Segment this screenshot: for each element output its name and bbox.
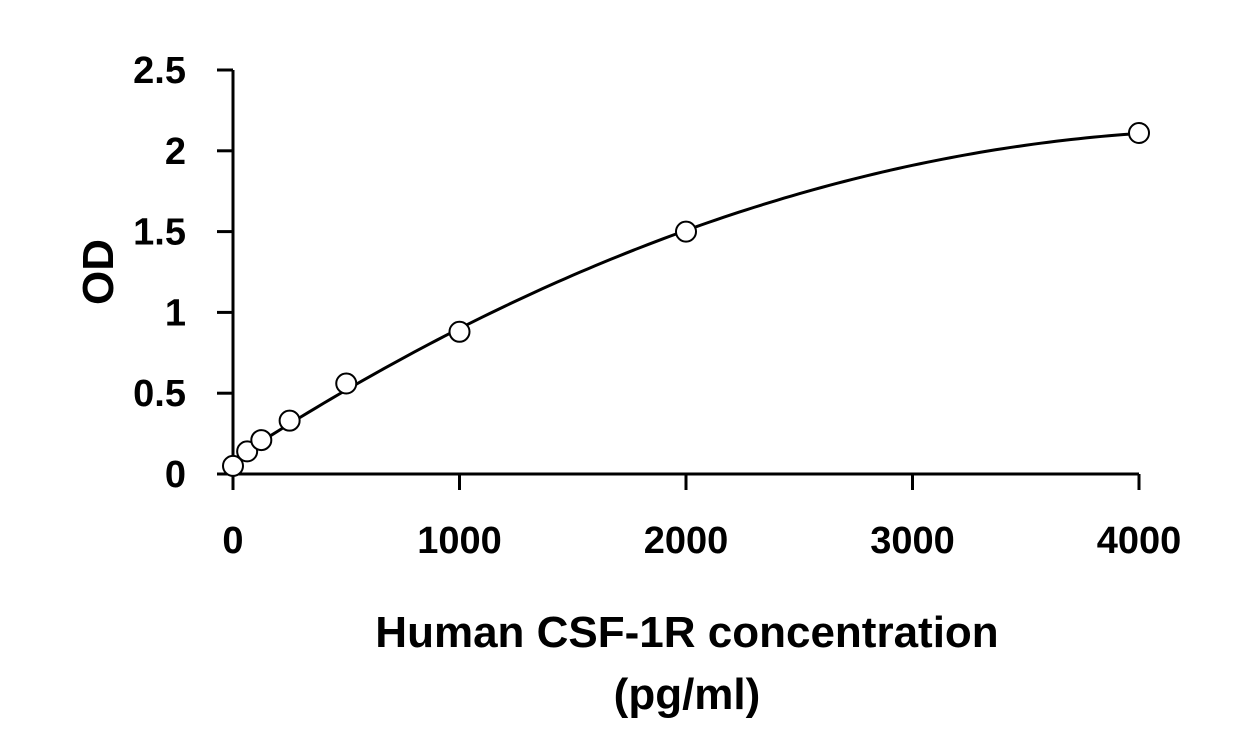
x-tick-label: 4000	[1097, 520, 1182, 562]
data-point	[250, 429, 273, 452]
data-point	[236, 440, 259, 463]
data-point	[278, 409, 301, 432]
y-tick-label: 2.5	[133, 50, 186, 92]
data-point	[448, 320, 471, 343]
data-point	[335, 372, 358, 395]
x-tick-label: 3000	[870, 520, 955, 562]
data-points-layer	[222, 122, 1150, 477]
fit-curve	[232, 131, 1140, 462]
x-tick-label: 0	[222, 520, 243, 562]
y-tick-label: 0	[165, 454, 186, 496]
x-axis-title-line-1: Human CSF-1R concentration	[375, 608, 998, 657]
y-axis-title: OD	[74, 239, 123, 305]
x-tick-label: 2000	[644, 520, 729, 562]
data-point	[1128, 122, 1150, 145]
data-point	[675, 220, 697, 243]
y-axis: 0 0.5 1 1.5 2 2.5	[133, 50, 235, 496]
x-axis: 0 1000 2000 3000 4000	[217, 472, 1182, 562]
x-axis-title-line-2: (pg/ml)	[614, 670, 761, 719]
y-tick-label: 2	[165, 131, 186, 173]
y-tick-label: 1.5	[133, 212, 186, 254]
data-point	[222, 454, 244, 477]
y-tick-label: 1	[165, 292, 186, 334]
y-tick-label: 0.5	[133, 373, 186, 415]
fit-curve-layer	[232, 131, 1140, 462]
x-tick-label: 1000	[417, 520, 502, 562]
